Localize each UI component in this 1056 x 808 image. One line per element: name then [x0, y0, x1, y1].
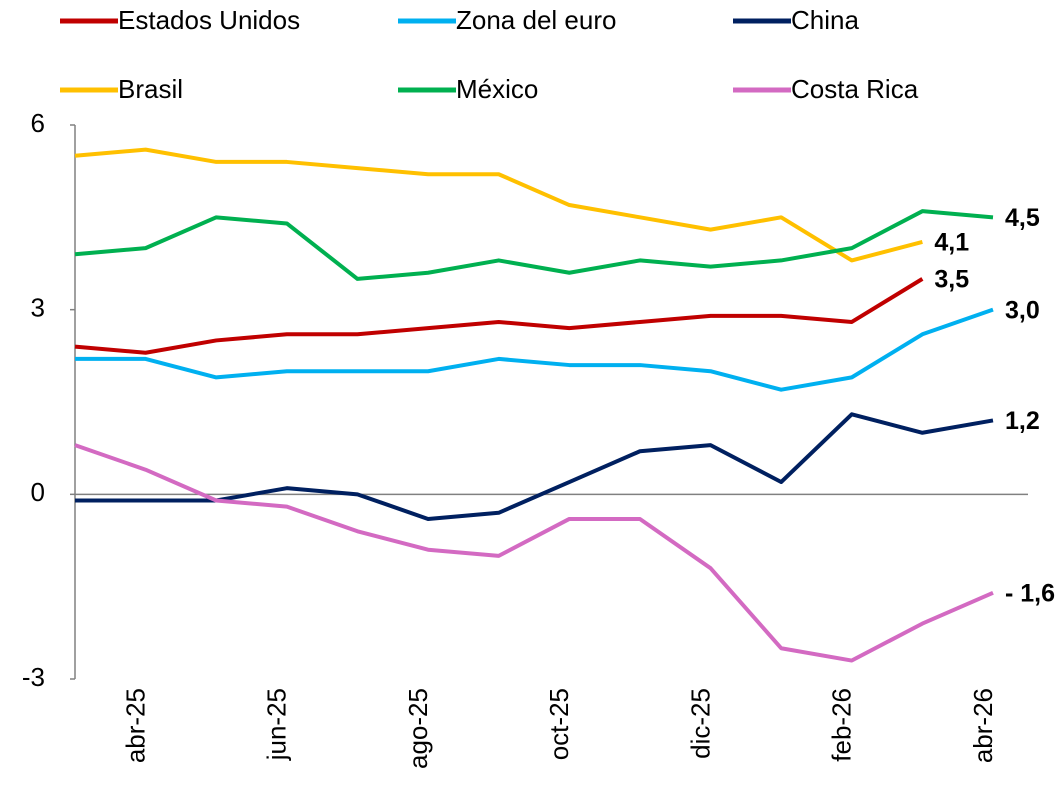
y-tick-label: -3: [22, 662, 45, 692]
legend-label: China: [791, 5, 859, 35]
legend-label: Brasil: [118, 74, 183, 104]
data-label: 3,0: [1005, 296, 1040, 324]
legend-label: Costa Rica: [791, 74, 919, 104]
data-label: 1,2: [1005, 407, 1040, 435]
data-label: - 1,6: [1005, 579, 1055, 607]
series-line: [75, 307, 994, 392]
legend-label: México: [456, 74, 538, 104]
x-tick-label: dic-25: [685, 688, 715, 759]
legend-label: Estados Unidos: [118, 5, 300, 35]
y-tick-label: 3: [31, 293, 45, 323]
x-tick-label: abr-26: [968, 688, 998, 763]
series-line: [74, 147, 923, 263]
y-tick-label: 0: [31, 477, 45, 507]
data-label: 4,5: [1005, 204, 1040, 232]
x-tick-label: abr-25: [120, 688, 150, 763]
x-tick-label: oct-25: [544, 688, 574, 760]
series-line: [75, 412, 994, 521]
y-tick-label: 6: [31, 108, 45, 138]
series-line: [74, 209, 994, 281]
x-tick-label: jun-25: [262, 688, 292, 761]
data-label: 4,1: [934, 229, 969, 257]
series-line: [74, 443, 994, 663]
legend-label: Zona del euro: [456, 5, 616, 35]
x-tick-label: feb-26: [827, 688, 857, 762]
series-line: [74, 277, 924, 355]
data-label: 3,5: [934, 265, 969, 293]
x-tick-label: ago-25: [403, 688, 433, 769]
